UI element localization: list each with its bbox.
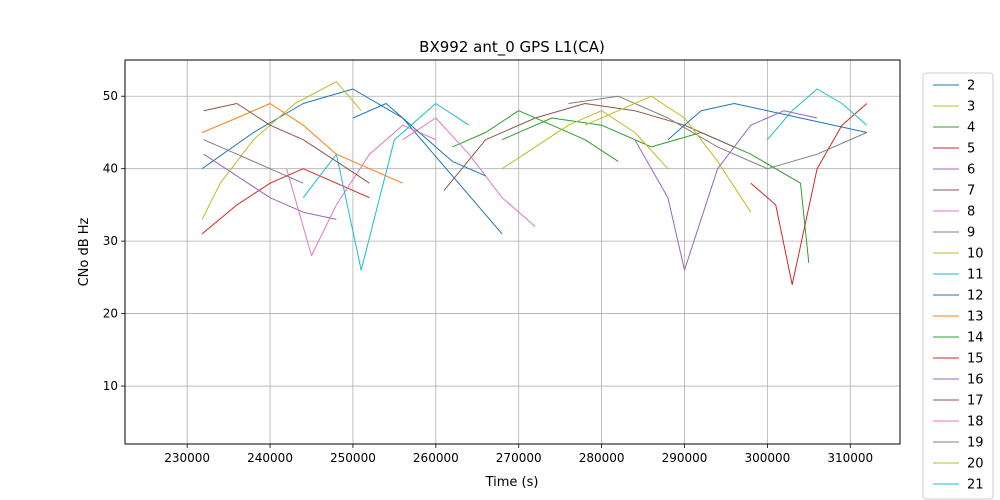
series-line-17: [203, 103, 370, 184]
x-tick-label: 280000: [579, 451, 625, 465]
y-tick-label: 40: [103, 162, 118, 176]
x-ticks: 230000 240000 250000 260000 270000 280000 2900…: [164, 444, 873, 465]
series-line-22: [352, 103, 486, 177]
series-line-16: [634, 110, 818, 271]
series-line-5: [201, 168, 370, 235]
series-line-11: [302, 103, 470, 271]
series-line-4: [501, 117, 810, 263]
legend-label: 18: [967, 415, 984, 430]
y-axis-label: CNo dB Hz: [77, 217, 92, 286]
legend-label: 20: [967, 457, 984, 472]
series-line-13: [201, 103, 403, 184]
series-line-3: [201, 81, 362, 220]
series-line-14: [452, 110, 619, 162]
legend-label: 3: [967, 100, 975, 115]
series-line-20: [501, 110, 669, 170]
x-tick-label: 230000: [164, 451, 210, 465]
y-tick-label: 10: [103, 379, 118, 393]
x-tick-label: 310000: [827, 451, 873, 465]
y-ticks: 10 20 30 40 50: [103, 89, 125, 393]
legend-label: 12: [967, 289, 984, 304]
grid: [125, 60, 900, 444]
series-line-10: [584, 95, 752, 213]
y-tick-label: 30: [103, 234, 118, 248]
series-line-18: [402, 117, 536, 227]
series-line-6: [203, 153, 337, 220]
legend-label: 4: [967, 121, 975, 136]
y-tick-label: 50: [103, 89, 118, 103]
legend-label: 10: [967, 247, 984, 262]
series-line-19: [203, 139, 304, 184]
series-layer: [201, 81, 868, 286]
y-tick-label: 20: [103, 307, 118, 321]
series-line-21: [767, 88, 868, 141]
legend-label: 17: [967, 394, 984, 409]
legend: 2 3 4 5 6 7 8 9 10 11 12 13 14 15 16 17 18 19 20 21: [922, 72, 994, 500]
x-tick-label: 250000: [330, 451, 376, 465]
x-tick-label: 270000: [496, 451, 542, 465]
series-line-2: [201, 88, 503, 235]
x-axis-label: Time (s): [485, 475, 539, 490]
legend-label: 7: [967, 184, 975, 199]
series-line-12: [667, 103, 867, 141]
chart-title: BX992 ant_0 GPS L1(CA): [419, 38, 605, 57]
legend-label: 14: [967, 331, 984, 346]
legend-label: 5: [967, 142, 975, 157]
legend-box: [922, 72, 994, 500]
x-tick-label: 260000: [413, 451, 459, 465]
legend-label: 9: [967, 226, 975, 241]
series-line-15: [750, 103, 868, 286]
x-tick-label: 240000: [247, 451, 293, 465]
legend-label: 15: [967, 352, 984, 367]
legend-label: 11: [967, 268, 984, 283]
legend-label: 21: [967, 478, 984, 493]
legend-label: 8: [967, 205, 975, 220]
legend-label: 19: [967, 436, 984, 451]
x-tick-label: 290000: [662, 451, 708, 465]
series-line-9: [568, 95, 868, 170]
legend-label: 2: [967, 79, 975, 94]
legend-label: 13: [967, 310, 984, 325]
legend-label: 16: [967, 373, 984, 388]
legend-label: 6: [967, 163, 975, 178]
x-tick-label: 300000: [744, 451, 790, 465]
plot-frame: [124, 59, 901, 445]
